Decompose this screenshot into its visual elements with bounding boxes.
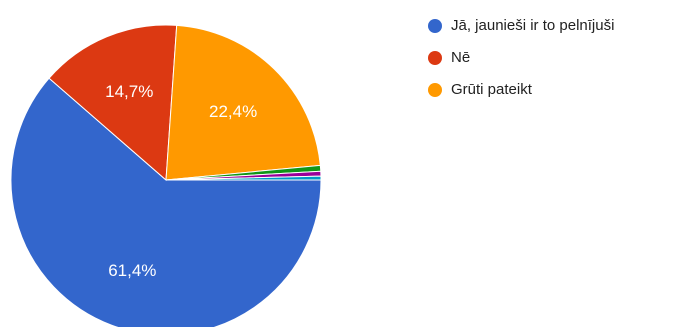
pie-slice-label-0: 61,4% (108, 261, 156, 280)
legend-item-ja[interactable]: Jā, jaunieši ir to pelnījuši (428, 14, 614, 37)
pie-slice-label-2: 22,4% (209, 102, 257, 121)
legend-item-gruti[interactable]: Grūti pateikt (428, 78, 614, 101)
legend-label-ja: Jā, jaunieši ir to pelnījuši (451, 17, 615, 34)
chart-legend: Jā, jaunieši ir to pelnījuši Nē Grūti pa… (428, 14, 614, 110)
legend-label-gruti: Grūti pateikt (451, 81, 532, 98)
legend-swatch-ne (428, 50, 442, 65)
legend-label-ne: Nē (451, 49, 471, 66)
pie-slice-label-1: 14,7% (105, 82, 153, 101)
legend-swatch-gruti (428, 82, 442, 97)
pie-slice-1[interactable] (48, 24, 178, 182)
legend-item-ne[interactable]: Nē (428, 46, 614, 69)
legend-swatch-ja (428, 18, 442, 33)
pie-slice-5[interactable] (165, 175, 322, 181)
pie-slice-2[interactable] (165, 24, 321, 181)
pie-slice-0[interactable] (10, 77, 322, 327)
